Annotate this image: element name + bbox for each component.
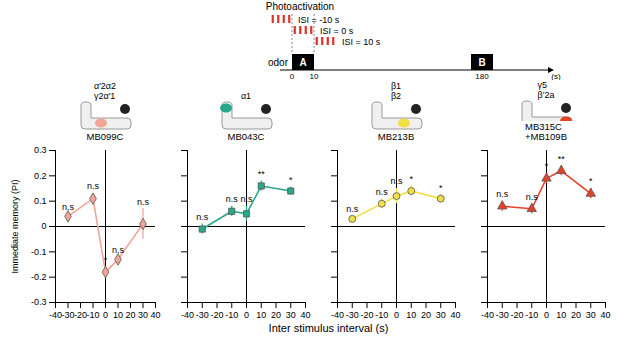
svg-text:*: * [589,176,593,186]
svg-text:*: * [409,174,413,184]
svg-text:-20: -20 [210,310,223,320]
svg-text:(s): (s) [551,72,561,80]
svg-text:B: B [478,57,485,68]
svg-text:40: 40 [300,310,310,320]
svg-text:*: * [289,175,293,185]
svg-text:-30: -30 [196,310,209,320]
html-text:MB213B: MB213B [377,131,415,142]
svg-text:Immediate memory (PI): Immediate memory (PI) [10,179,20,273]
html-text:γ5: γ5 [537,80,548,90]
svg-text:20: 20 [421,310,431,320]
svg-text:10: 10 [406,310,416,320]
svg-text:n.s: n.s [196,212,209,222]
svg-text:-40: -40 [181,310,194,320]
svg-text:0: 0 [244,310,249,320]
html-text:MB043C: MB043C [227,131,265,142]
html-text:α1: α1 [240,91,252,101]
svg-text:A: A [299,57,306,68]
svg-text:-40: -40 [481,310,494,320]
svg-text:n.s: n.s [526,192,539,202]
svg-text:n.s: n.s [87,181,100,191]
svg-text:-10: -10 [525,310,538,320]
svg-text:10: 10 [310,72,319,80]
svg-text:20: 20 [271,310,281,320]
svg-text:ISI = 0 s: ISI = 0 s [320,26,354,36]
html-text:β′2a: β′2a [537,90,555,100]
svg-text:0: 0 [103,310,108,320]
svg-text:-30: -30 [61,310,74,320]
svg-text:-10: -10 [86,310,99,320]
html-text:MB315C: MB315C [525,121,562,132]
svg-text:0: 0 [41,221,46,231]
svg-text:0: 0 [394,310,399,320]
svg-text:0.2: 0.2 [34,171,47,181]
svg-text:n.s: n.s [62,202,75,212]
svg-text:0: 0 [544,310,549,320]
svg-text:Photoactivation: Photoactivation [266,1,334,12]
svg-text:-40: -40 [331,310,344,320]
svg-text:30: 30 [286,310,296,320]
svg-text:odor: odor [268,57,289,68]
svg-text:n.s: n.s [226,194,239,204]
svg-text:10: 10 [556,310,566,320]
svg-text:0.1: 0.1 [34,196,47,206]
svg-text:n.s: n.s [346,204,359,214]
svg-text:**: ** [558,154,566,164]
svg-text:n.s: n.s [390,176,403,186]
svg-text:ISI = -10 s: ISI = -10 s [298,15,340,25]
svg-text:-0.2: -0.2 [31,272,47,282]
svg-text:-20: -20 [360,310,373,320]
svg-text:0.3: 0.3 [34,145,47,155]
svg-text:*: * [104,255,108,265]
svg-text:-0.1: -0.1 [31,247,47,257]
svg-text:ISI = 10 s: ISI = 10 s [342,37,381,47]
svg-text:-20: -20 [74,310,87,320]
svg-text:n.s: n.s [112,245,125,255]
svg-text:40: 40 [150,310,160,320]
svg-text:40: 40 [600,310,610,320]
svg-text:10: 10 [256,310,266,320]
html-text:γ2α′1: γ2α′1 [93,91,116,101]
svg-text:*: * [545,161,549,171]
svg-text:-10: -10 [225,310,238,320]
svg-text:-30: -30 [496,310,509,320]
svg-text:n.s: n.s [240,194,253,204]
svg-text:-10: -10 [375,310,388,320]
svg-text:30: 30 [586,310,596,320]
html-text:α′2α2: α′2α2 [93,81,116,91]
svg-text:40: 40 [450,310,460,320]
html-text:β2: β2 [390,91,402,101]
svg-text:180: 180 [475,72,489,80]
svg-text:10: 10 [113,310,123,320]
svg-text:-40: -40 [49,310,62,320]
svg-text:n.s: n.s [496,189,509,199]
svg-text:-20: -20 [510,310,523,320]
svg-text:20: 20 [571,310,581,320]
svg-text:**: ** [258,169,266,179]
svg-text:*: * [439,183,443,193]
svg-text:-30: -30 [346,310,359,320]
svg-text:0: 0 [290,72,295,80]
svg-text:-0.3: -0.3 [31,297,47,307]
svg-text:n.s: n.s [137,197,150,207]
svg-text:30: 30 [138,310,148,320]
html-text:Inter stimulus interval (s): Inter stimulus interval (s) [268,322,389,334]
svg-text:n.s: n.s [376,187,389,197]
html-text:MB099C: MB099C [86,131,124,142]
svg-text:30: 30 [436,310,446,320]
html-text:β1: β1 [390,81,402,91]
html-text:+MB109B: +MB109B [525,131,567,142]
svg-text:20: 20 [125,310,135,320]
